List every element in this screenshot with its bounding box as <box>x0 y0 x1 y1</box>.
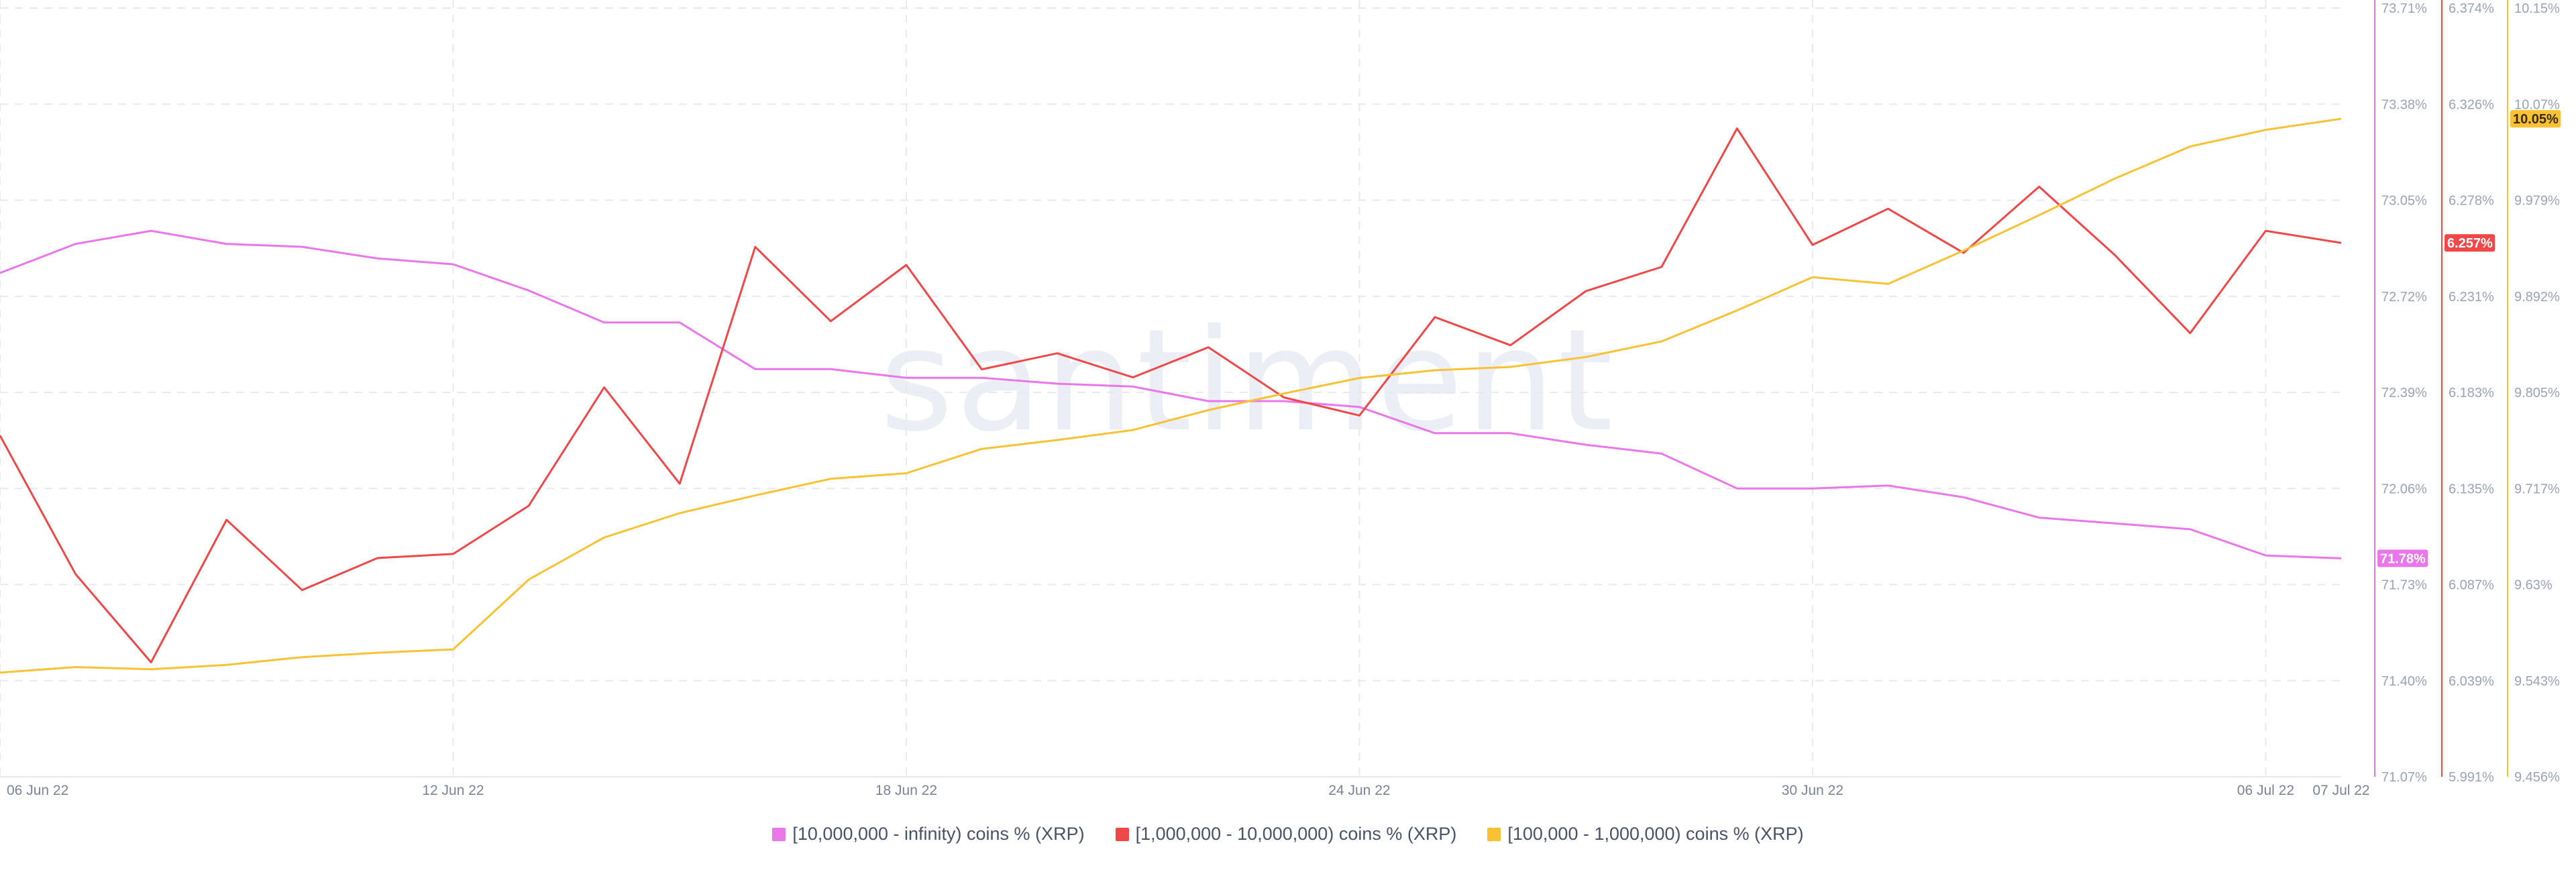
y-tick-label: 72.06% <box>2381 482 2427 496</box>
last-value-badge <box>2445 234 2496 252</box>
y-tick-label: 9.892% <box>2514 290 2560 305</box>
last-value-badge <box>2510 110 2561 128</box>
series-line <box>0 117 2342 674</box>
chart: santiment 06 Jun 22 12 Jun 22 18 Jun 22 24 … <box>0 0 2561 798</box>
y-tick-label: 6.374% <box>2449 1 2494 16</box>
y-tick-label: 10.07% <box>2514 97 2560 112</box>
y-tick-label: 73.71% <box>2381 1 2427 16</box>
last-value-label: 71.78% <box>2380 551 2426 566</box>
x-tick-label: 07 Jul 22 <box>2312 783 2369 798</box>
y-tick-label: 6.326% <box>2449 97 2494 112</box>
y-tick-label: 9.456% <box>2514 770 2560 785</box>
y-tick-label: 73.38% <box>2381 97 2427 112</box>
legend: [10,000,000 - infinity) coins % (XRP) [1,… <box>0 824 2576 844</box>
y-tick-label: 9.717% <box>2514 482 2560 496</box>
legend-item[interactable]: [10,000,000 - infinity) coins % (XRP) <box>772 824 1085 844</box>
y-tick-label: 71.07% <box>2381 770 2427 785</box>
series-lines <box>0 117 2342 674</box>
y-tick-label: 71.73% <box>2381 578 2427 593</box>
legend-item[interactable]: [1,000,000 - 10,000,000) coins % (XRP) <box>1115 824 1457 844</box>
x-tick-label: 12 Jun 22 <box>422 783 484 798</box>
y-tick-label: 6.278% <box>2449 194 2494 209</box>
y-tick-label: 5.991% <box>2449 770 2494 785</box>
last-value-badge <box>2377 549 2428 567</box>
y-tick-label: 6.183% <box>2449 386 2494 400</box>
x-tick-label: 30 Jun 22 <box>1782 783 1843 798</box>
y-tick-label: 71.40% <box>2381 674 2427 689</box>
last-value-label: 10.05% <box>2513 112 2559 127</box>
last-value-badges: 71.78% 6.257% 10.05% <box>2377 110 2561 567</box>
axes: 06 Jun 22 12 Jun 22 18 Jun 22 24 Jun 22 30 J… <box>7 0 2560 798</box>
y-tick-label: 73.05% <box>2381 194 2427 209</box>
y-tick-label: 72.39% <box>2381 386 2427 400</box>
grid <box>0 0 2341 777</box>
watermark: santiment <box>879 298 1615 463</box>
legend-swatch-icon <box>1487 827 1501 841</box>
legend-label: [1,000,000 - 10,000,000) coins % (XRP) <box>1135 824 1457 844</box>
last-value-label: 6.257% <box>2447 236 2493 251</box>
y-tick-label: 6.039% <box>2449 674 2494 689</box>
x-tick-label: 24 Jun 22 <box>1328 783 1390 798</box>
y-tick-label: 9.543% <box>2514 674 2560 689</box>
y-tick-label: 9.63% <box>2514 578 2553 593</box>
series-line <box>0 127 2342 663</box>
y-tick-label: 9.805% <box>2514 386 2560 400</box>
legend-label: [100,000 - 1,000,000) coins % (XRP) <box>1507 824 1804 844</box>
y-tick-label: 6.231% <box>2449 290 2494 305</box>
y-tick-label: 10.15% <box>2514 1 2560 16</box>
x-tick-label: 06 Jun 22 <box>7 783 68 798</box>
y-tick-label: 6.087% <box>2449 578 2494 593</box>
y-tick-label: 9.979% <box>2514 194 2560 209</box>
y-tick-label: 72.72% <box>2381 290 2427 305</box>
y-tick-label: 6.135% <box>2449 482 2494 496</box>
x-tick-label: 18 Jun 22 <box>875 783 937 798</box>
x-tick-label: 06 Jul 22 <box>2237 783 2294 798</box>
legend-label: [10,000,000 - infinity) coins % (XRP) <box>792 824 1085 844</box>
series-line <box>0 229 2342 559</box>
legend-swatch-icon <box>1115 827 1129 841</box>
legend-item[interactable]: [100,000 - 1,000,000) coins % (XRP) <box>1487 824 1804 844</box>
legend-swatch-icon <box>772 827 786 841</box>
